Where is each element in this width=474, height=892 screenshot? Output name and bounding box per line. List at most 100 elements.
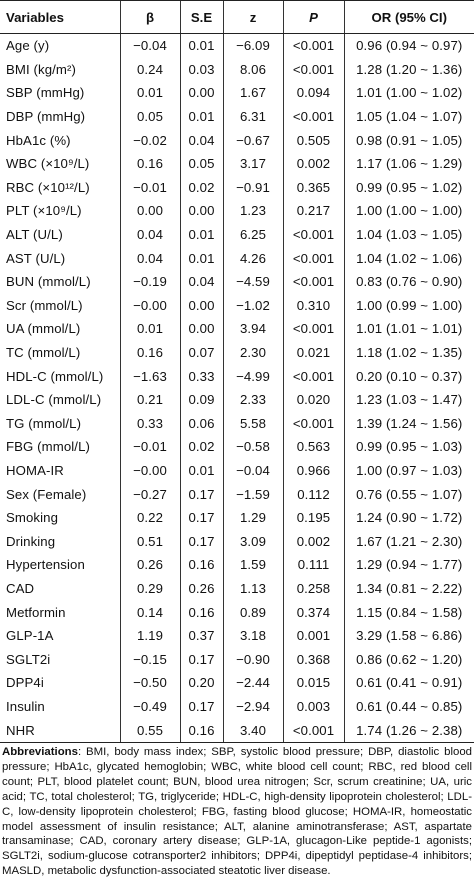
cell-se: 0.20 xyxy=(179,671,223,695)
cell-z: 6.31 xyxy=(222,104,283,129)
cell-variable: Hypertension xyxy=(6,557,85,573)
cell-se: 0.00 xyxy=(179,81,223,105)
table-row: HOMA-IR −0.00 0.01 −0.04 0.966 1.00 (0.97 ~ 1… xyxy=(0,458,474,483)
cell-se: 0.09 xyxy=(179,387,223,412)
cell-se: 0.17 xyxy=(179,647,223,672)
cell-z: 2.30 xyxy=(222,340,283,365)
cell-or-ci: 1.01 (1.00 ~ 1.02) xyxy=(343,81,474,105)
cell-p: 0.563 xyxy=(282,435,344,459)
cell-variable: Insulin xyxy=(6,698,45,714)
cell-se: 0.17 xyxy=(179,482,223,506)
cell-or-ci: 1.00 (0.97 ~ 1.03) xyxy=(343,458,474,483)
cell-beta: 0.55 xyxy=(119,718,180,743)
cell-or-ci: 0.98 (0.91 ~ 1.05) xyxy=(343,128,474,152)
cell-se: 0.16 xyxy=(179,718,223,743)
cell-z: 3.40 xyxy=(222,718,283,743)
cell-beta: −1.63 xyxy=(119,364,180,388)
cell-variable: BMI (kg/m²) xyxy=(6,61,76,77)
cell-p: 0.094 xyxy=(282,81,344,105)
table-row: SBP (mmHg) 0.01 0.00 1.67 0.094 1.01 (1.00 ~ … xyxy=(0,81,474,105)
header-variables: Variables xyxy=(0,0,120,34)
cell-or-ci: 1.00 (1.00 ~ 1.00) xyxy=(343,199,474,223)
cell-or-ci: 1.23 (1.03 ~ 1.47) xyxy=(343,387,474,412)
cell-p: 0.112 xyxy=(282,482,344,506)
cell-variable: ALT (U/L) xyxy=(6,227,63,243)
cell-se: 0.26 xyxy=(179,576,223,601)
cell-variable: BUN (mmol/L) xyxy=(6,274,91,290)
cell-se: 0.02 xyxy=(179,435,223,459)
cell-se: 0.01 xyxy=(179,458,223,483)
cell-beta: −0.04 xyxy=(119,33,180,58)
table-row: DPP4i −0.50 0.20 −2.44 0.015 0.61 (0.41 ~ 0.9… xyxy=(0,671,474,695)
cell-beta: 0.05 xyxy=(119,104,180,129)
cell-or-ci: 1.24 (0.90 ~ 1.72) xyxy=(343,505,474,530)
cell-se: 0.01 xyxy=(179,104,223,129)
table-row: AST (U/L) 0.04 0.01 4.26 <0.001 1.04 (1.02 ~ … xyxy=(0,246,474,270)
cell-variable: Age (y) xyxy=(6,38,50,54)
cell-variable: FBG (mmol/L) xyxy=(6,439,90,455)
cell-or-ci: 1.01 (1.01 ~ 1.01) xyxy=(343,317,474,341)
cell-se: 0.06 xyxy=(179,411,223,436)
cell-se: 0.01 xyxy=(179,246,223,270)
cell-p: 0.258 xyxy=(282,576,344,601)
cell-p: 0.015 xyxy=(282,671,344,695)
cell-or-ci: 1.67 (1.21 ~ 2.30) xyxy=(343,529,474,554)
table-row: CAD 0.29 0.26 1.13 0.258 1.34 (0.81 ~ 2.22) xyxy=(0,576,474,601)
cell-or-ci: 1.39 (1.24 ~ 1.56) xyxy=(343,411,474,436)
header-beta: β xyxy=(119,0,180,34)
cell-p: 0.111 xyxy=(282,553,344,577)
cell-or-ci: 0.61 (0.44 ~ 0.85) xyxy=(343,694,474,719)
cell-variable: Sex (Female) xyxy=(6,486,87,502)
cell-variable: PLT (×10⁹/L) xyxy=(6,203,82,219)
table-row: ALT (U/L) 0.04 0.01 6.25 <0.001 1.04 (1.03 ~ … xyxy=(0,222,474,247)
header-p: P xyxy=(282,0,344,34)
cell-or-ci: 0.61 (0.41 ~ 0.91) xyxy=(343,671,474,695)
cell-p: 0.505 xyxy=(282,128,344,152)
table-row: NHR 0.55 0.16 3.40 <0.001 1.74 (1.26 ~ 2.38) xyxy=(0,718,474,743)
cell-z: −2.94 xyxy=(222,694,283,719)
cell-z: −0.90 xyxy=(222,647,283,672)
cell-variable: Scr (mmol/L) xyxy=(6,297,83,313)
cell-z: 4.26 xyxy=(222,246,283,270)
table-row: FBG (mmol/L) −0.01 0.02 −0.58 0.563 0.99 (0.9… xyxy=(0,435,474,459)
cell-variable: TC (mmol/L) xyxy=(6,345,81,361)
table-row: Smoking 0.22 0.17 1.29 0.195 1.24 (0.90 ~ 1.7… xyxy=(0,505,474,530)
abbreviations-note: Abbreviations: BMI, body mass index; SBP… xyxy=(2,745,472,879)
cell-p: 0.310 xyxy=(282,293,344,318)
cell-or-ci: 0.96 (0.94 ~ 0.97) xyxy=(343,33,474,58)
cell-p: 0.195 xyxy=(282,505,344,530)
cell-p: <0.001 xyxy=(282,269,344,294)
table-row: TG (mmol/L) 0.33 0.06 5.58 <0.001 1.39 (1.24 … xyxy=(0,411,474,436)
cell-p: 0.374 xyxy=(282,600,344,624)
cell-z: 2.33 xyxy=(222,387,283,412)
cell-se: 0.16 xyxy=(179,553,223,577)
table-row: Metformin 0.14 0.16 0.89 0.374 1.15 (0.84 ~ 1… xyxy=(0,600,474,624)
cell-p: 0.365 xyxy=(282,175,344,200)
cell-or-ci: 3.29 (1.58 ~ 6.86) xyxy=(343,623,474,648)
cell-or-ci: 1.28 (1.20 ~ 1.36) xyxy=(343,57,474,82)
table-row: PLT (×10⁹/L) 0.00 0.00 1.23 0.217 1.00 (1.00 … xyxy=(0,199,474,223)
cell-z: −2.44 xyxy=(222,671,283,695)
table-row: Sex (Female) −0.27 0.17 −1.59 0.112 0.76 (0.5… xyxy=(0,482,474,506)
cell-variable: GLP-1A xyxy=(6,628,54,644)
cell-beta: 1.19 xyxy=(119,623,180,648)
cell-beta: 0.24 xyxy=(119,57,180,82)
cell-p: 0.003 xyxy=(282,694,344,719)
cell-beta: 0.04 xyxy=(119,222,180,247)
cell-variable: UA (mmol/L) xyxy=(6,321,81,337)
cell-variable: Metformin xyxy=(6,604,66,620)
regression-table: Variables β S.E z P OR (95% CI) Age (y) −… xyxy=(0,0,474,743)
cell-beta: −0.02 xyxy=(119,128,180,152)
cell-p: <0.001 xyxy=(282,222,344,247)
cell-se: 0.17 xyxy=(179,529,223,554)
cell-beta: 0.16 xyxy=(119,340,180,365)
cell-p: <0.001 xyxy=(282,57,344,82)
cell-or-ci: 1.05 (1.04 ~ 1.07) xyxy=(343,104,474,129)
cell-beta: −0.49 xyxy=(119,694,180,719)
table-row: GLP-1A 1.19 0.37 3.18 0.001 3.29 (1.58 ~ 6.86… xyxy=(0,623,474,648)
cell-z: 8.06 xyxy=(222,57,283,82)
table-row: Age (y) −0.04 0.01 −6.09 <0.001 0.96 (0.94 ~ … xyxy=(0,33,474,58)
cell-or-ci: 1.29 (0.94 ~ 1.77) xyxy=(343,553,474,577)
cell-p: <0.001 xyxy=(282,364,344,388)
cell-p: <0.001 xyxy=(282,718,344,743)
